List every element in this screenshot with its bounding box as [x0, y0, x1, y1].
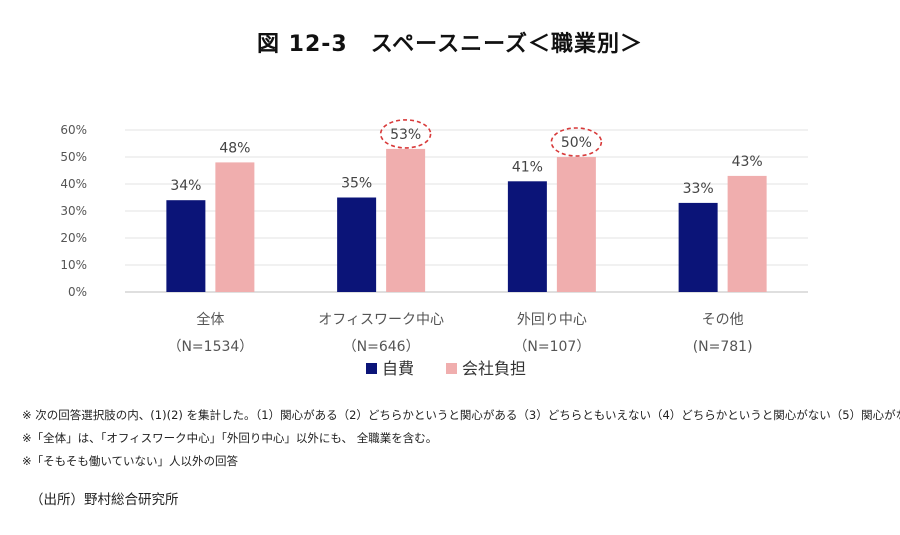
y-tick-label: 50%: [60, 150, 87, 164]
sample-size-label: （N=646）: [343, 339, 420, 355]
bar: [337, 197, 377, 292]
legend-label: 自費: [382, 359, 414, 378]
legend-swatch: [446, 363, 457, 374]
y-tick-label: 30%: [60, 204, 87, 218]
highlight-circle: [379, 119, 432, 149]
sample-size-label: (N=781): [693, 339, 753, 355]
category-label: 外回り中心: [517, 312, 587, 328]
sample-size-label: （N=107）: [513, 339, 590, 355]
category-label: 全体: [196, 311, 224, 328]
footnote: ※「全体」は、「オフィスワーク中心」「外回り中心」以外にも、 全職業を含む。: [22, 431, 438, 445]
footnotes: ※ 次の回答選択肢の内、(1)(2) を集計した。（1）関心がある（2）どちらか…: [22, 404, 900, 473]
legend-swatch: [366, 363, 377, 374]
data-label: 33%: [683, 181, 714, 197]
bar: [727, 175, 767, 292]
bar: [678, 202, 718, 292]
data-label: 35%: [341, 176, 372, 192]
bar-chart: 0% 10% 20% 30% 40% 50% 60% 34% 48% 全体 （N=1534） 35% 5…: [60, 119, 808, 378]
footnote: ※ 次の回答選択肢の内、(1)(2) を集計した。（1）関心がある（2）どちらか…: [22, 408, 900, 422]
footnote: ※「そもそも働いていない」人以外の回答: [22, 454, 239, 468]
bar: [166, 200, 206, 292]
y-tick-label: 0%: [68, 285, 87, 299]
source-note: （出所）野村総合研究所: [30, 492, 179, 508]
bar: [215, 162, 255, 292]
highlight-circle: [550, 127, 603, 157]
bar: [507, 181, 547, 292]
sample-size-label: （N=1534）: [167, 339, 253, 355]
bar: [386, 148, 426, 292]
data-label: 50%: [561, 135, 592, 151]
data-label: 43%: [732, 154, 763, 170]
bar: [556, 157, 596, 292]
data-label: 34%: [170, 178, 201, 194]
y-tick-label: 60%: [60, 123, 87, 137]
category-label: オフィスワーク中心: [318, 312, 444, 328]
chart-title: 図 12-3 スペースニーズ＜職業別＞: [257, 32, 643, 57]
y-tick-label: 20%: [60, 231, 87, 245]
data-label: 48%: [219, 140, 250, 156]
y-tick-label: 10%: [60, 258, 87, 272]
y-tick-label: 40%: [60, 177, 87, 191]
data-label: 41%: [512, 159, 543, 175]
legend-label: 会社負担: [462, 359, 526, 378]
data-label: 53%: [390, 127, 421, 143]
category-label: その他: [702, 312, 744, 328]
